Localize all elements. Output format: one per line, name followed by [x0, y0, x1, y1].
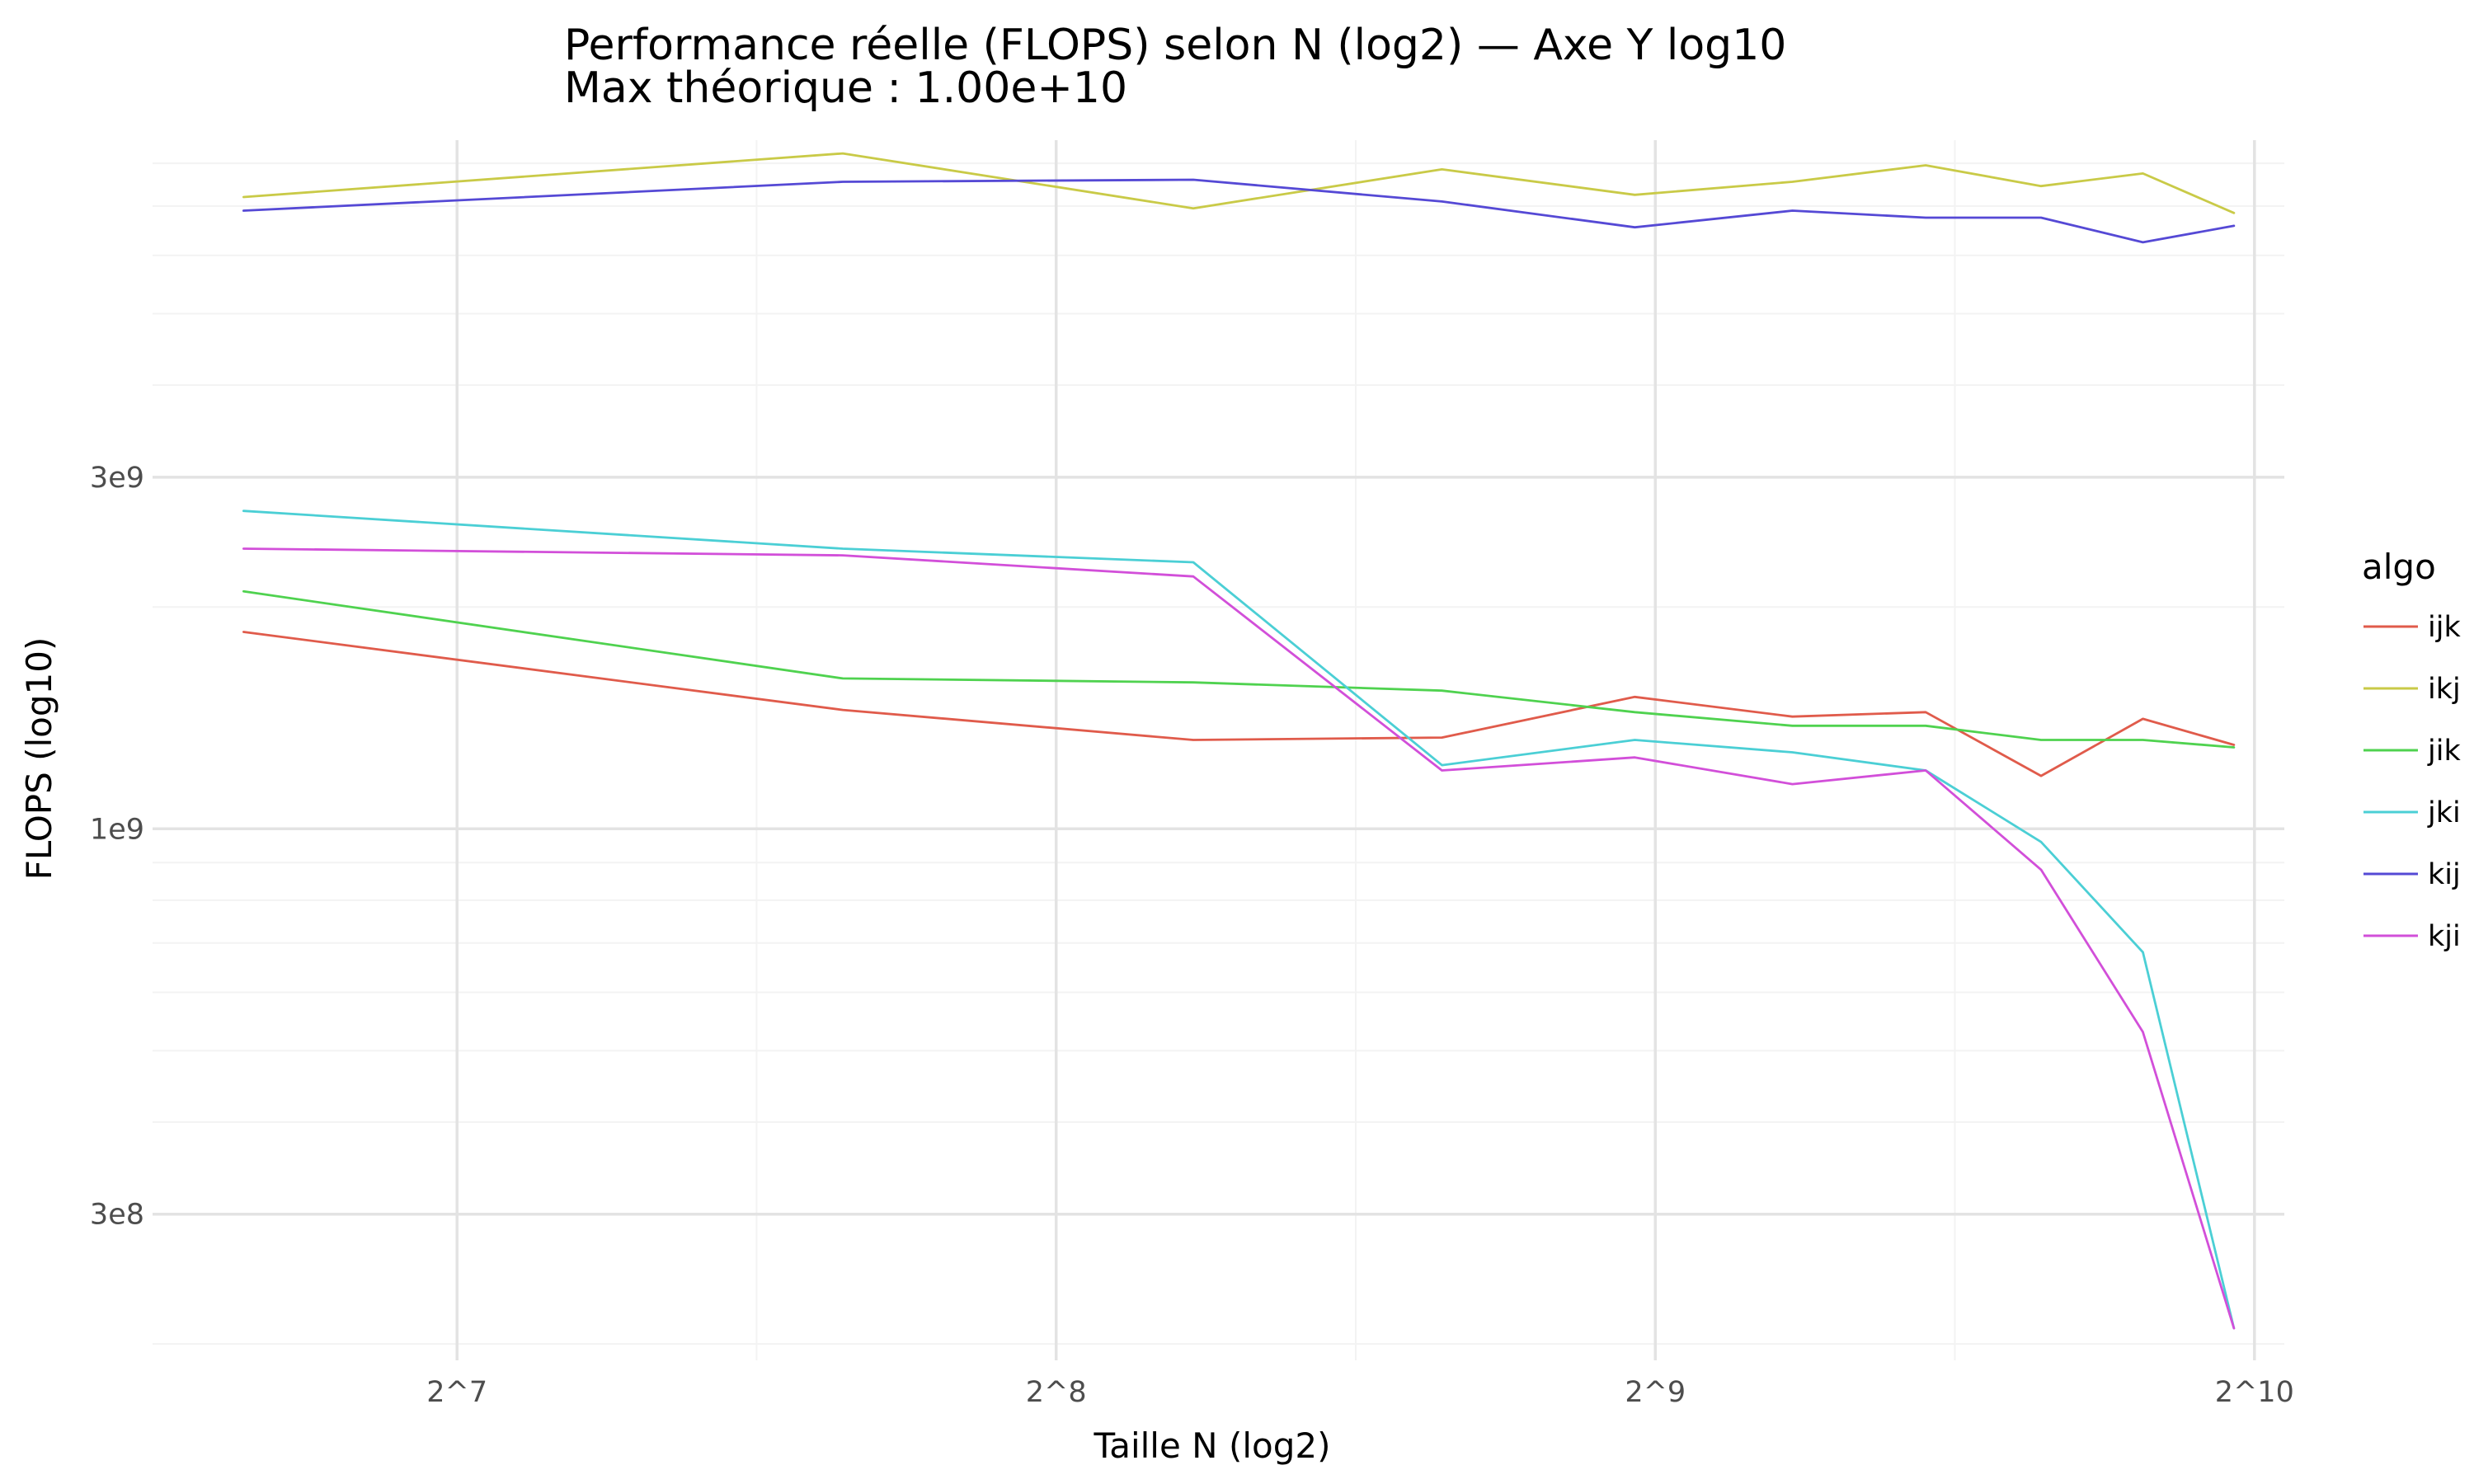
series-line-ijk [242, 631, 2236, 777]
legend-label-ijk: ijk [2428, 611, 2461, 644]
series-line-jik [242, 589, 2236, 749]
x-axis-title: Taille N (log2) [1094, 1425, 1331, 1466]
legend-label-kij: kij [2428, 858, 2461, 891]
x-tick-label: 2^7 [426, 1376, 487, 1409]
legend-label-kji: kji [2428, 920, 2461, 953]
series-line-kij [242, 178, 2236, 244]
series-lines [242, 152, 2236, 1330]
y-tick-label: 3e9 [90, 462, 144, 495]
chart-subtitle: Max théorique : 1.00e+10 [564, 63, 1127, 113]
x-tick-labels: 2^7 2^8 2^9 2^10 [426, 1376, 2294, 1409]
legend-label-jki: jki [2427, 796, 2461, 829]
y-tick-label: 3e8 [90, 1199, 144, 1232]
major-gridlines [153, 140, 2284, 1360]
chart-title: Performance réelle (FLOPS) selon N (log2… [564, 21, 1786, 70]
series-line-jki [242, 510, 2236, 1330]
legend-label-jik: jik [2427, 735, 2461, 768]
x-tick-label: 2^8 [1026, 1376, 1087, 1409]
y-axis-title: FLOPS (log10) [19, 637, 59, 881]
y-tick-labels: 3e8 1e9 3e9 [90, 462, 144, 1232]
x-tick-label: 2^9 [1625, 1376, 1686, 1409]
legend-label-ikj: ikj [2428, 673, 2461, 706]
x-tick-label: 2^10 [2215, 1376, 2294, 1409]
series-line-kji [242, 547, 2236, 1330]
y-tick-label: 1e9 [90, 813, 144, 846]
legend: algo ijk ikj jik jki kij kji [2362, 547, 2461, 953]
minor-gridlines [153, 140, 2284, 1360]
legend-title: algo [2362, 547, 2436, 587]
